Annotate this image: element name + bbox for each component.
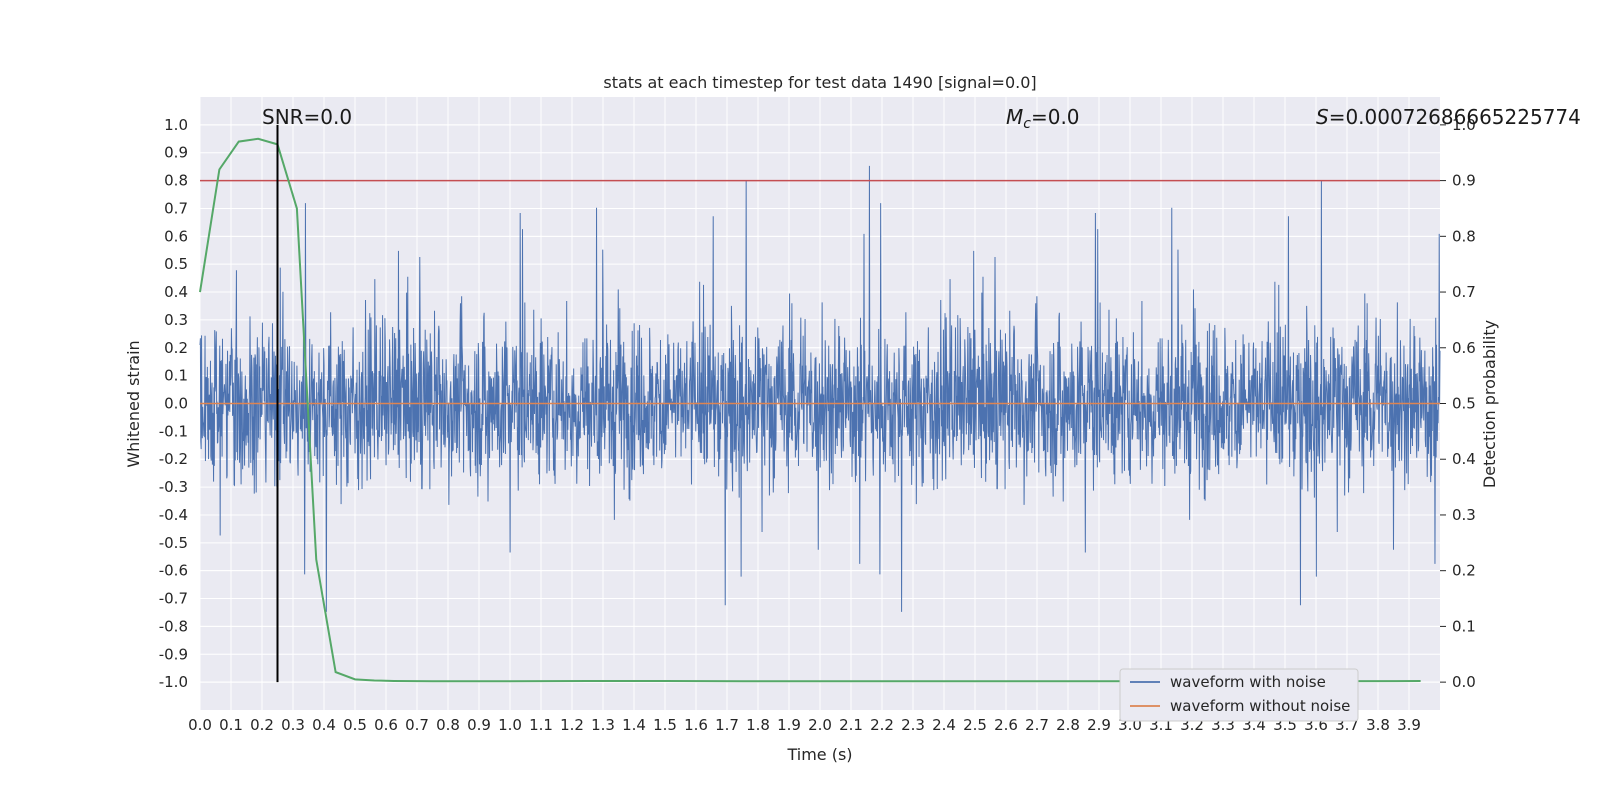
- y-tick-label: 0.0: [164, 395, 188, 413]
- x-tick-label: 1.6: [684, 716, 708, 734]
- x-tick-label: 2.0: [808, 716, 832, 734]
- y-tick-label: 0.7: [164, 199, 188, 217]
- y-tick-label: 0.8: [164, 172, 188, 190]
- y-tick-label: -0.9: [159, 645, 188, 663]
- x-tick-label: 2.9: [1087, 716, 1111, 734]
- mc-annotation: Mc=0.0: [1006, 105, 1080, 132]
- legend-label-clean: waveform without noise: [1170, 697, 1350, 715]
- legend-label-noise: waveform with noise: [1170, 673, 1326, 691]
- x-tick-label: 2.4: [932, 716, 956, 734]
- legend-box: [1119, 668, 1359, 722]
- x-tick-label: 2.7: [1025, 716, 1049, 734]
- right-tick-label: 0.1: [1452, 617, 1476, 635]
- x-tick-label: 1.9: [777, 716, 801, 734]
- y-tick-label: 0.2: [164, 339, 188, 357]
- x-tick-label: 2.8: [1056, 716, 1080, 734]
- y-tick-label: -0.6: [159, 562, 188, 580]
- right-axis-label: Detection probability: [1480, 320, 1499, 488]
- x-tick-label: 0.5: [343, 716, 367, 734]
- y-tick-label: -0.7: [159, 590, 188, 608]
- y-tick-label: 0.1: [164, 367, 188, 385]
- x-tick-label: 0.3: [281, 716, 305, 734]
- right-tick-label: 0.4: [1452, 450, 1476, 468]
- x-tick-label: 0.4: [312, 716, 336, 734]
- x-tick-label: 1.0: [498, 716, 522, 734]
- mc-symbol: M: [1006, 105, 1023, 129]
- y-tick-label: -1.0: [159, 673, 188, 691]
- x-tick-label: 2.5: [963, 716, 987, 734]
- x-tick-label: 2.2: [870, 716, 894, 734]
- mc-value: =0.0: [1031, 105, 1080, 129]
- right-tick-label: 0.8: [1452, 227, 1476, 245]
- right-tick-label: 0.3: [1452, 506, 1476, 524]
- x-tick-label: 1.1: [529, 716, 553, 734]
- x-tick-label: 2.6: [994, 716, 1018, 734]
- x-tick-label: 1.2: [560, 716, 584, 734]
- y-tick-label: 0.3: [164, 311, 188, 329]
- right-tick-label: 1.0: [1452, 116, 1476, 134]
- y-tick-label: -0.1: [159, 422, 188, 440]
- x-tick-label: 1.5: [653, 716, 677, 734]
- detection-probability-line: [199, 137, 1421, 683]
- snr-annotation: SNR=0.0: [262, 105, 352, 129]
- y-tick-label: 1.0: [164, 116, 188, 134]
- y-tick-label: -0.4: [159, 506, 188, 524]
- right-tick-label: 0.9: [1452, 172, 1476, 190]
- chart-title: stats at each timestep for test data 149…: [603, 73, 1036, 92]
- s-value: =0.00072686665225774: [1329, 105, 1581, 129]
- x-tick-label: 3.8: [1366, 716, 1390, 734]
- y-axis-ticks: 1.0 0.9 0.8 0.7 0.6 0.5 0.4 0.3 0.2 0.1 0.0 -0.1 -0.…: [159, 116, 188, 691]
- right-tick-label: 0.6: [1452, 339, 1476, 357]
- x-tick-label: 0.2: [250, 716, 274, 734]
- y-tick-label: 0.5: [164, 255, 188, 273]
- noise-series: [199, 165, 1441, 612]
- x-tick-label: 1.7: [715, 716, 739, 734]
- x-tick-label: 0.0: [188, 716, 212, 734]
- y-tick-label: 0.4: [164, 283, 188, 301]
- x-tick-label: 1.8: [746, 716, 770, 734]
- x-tick-label: 0.9: [467, 716, 491, 734]
- x-tick-label: 0.8: [436, 716, 460, 734]
- x-tick-label: 0.6: [374, 716, 398, 734]
- x-tick-label: 2.3: [901, 716, 925, 734]
- right-axis-ticks: 1.0 0.9 0.8 0.7 0.6 0.5 0.4 0.3 0.2 0.1 0.0: [1440, 116, 1476, 691]
- x-tick-label: 1.3: [591, 716, 615, 734]
- right-tick-label: 0.0: [1452, 673, 1476, 691]
- right-tick-label: 0.7: [1452, 283, 1476, 301]
- y-tick-label: -0.3: [159, 478, 188, 496]
- s-symbol: S: [1316, 105, 1329, 129]
- mc-subscript: c: [1023, 116, 1031, 132]
- x-tick-label: 2.1: [839, 716, 863, 734]
- x-tick-label: 0.7: [405, 716, 429, 734]
- y-tick-label: -0.2: [159, 450, 188, 468]
- x-tick-label: 3.9: [1397, 716, 1421, 734]
- x-axis-label: Time (s): [786, 745, 852, 764]
- x-tick-label: 0.1: [219, 716, 243, 734]
- right-tick-label: 0.5: [1452, 395, 1476, 413]
- right-tick-label: 0.2: [1452, 562, 1476, 580]
- s-annotation: S=0.00072686665225774: [1316, 105, 1581, 129]
- y-tick-label: 0.9: [164, 144, 188, 162]
- y-axis-label: Whitened strain: [124, 340, 143, 467]
- y-tick-label: -0.8: [159, 617, 188, 635]
- y-tick-label: 0.6: [164, 227, 188, 245]
- legend: waveform with noise waveform without noi…: [1119, 668, 1359, 722]
- y-tick-label: -0.5: [159, 534, 188, 552]
- noise-waveform-line: [199, 165, 1441, 612]
- x-tick-label: 1.4: [622, 716, 646, 734]
- chart-overlays: [199, 124, 1440, 683]
